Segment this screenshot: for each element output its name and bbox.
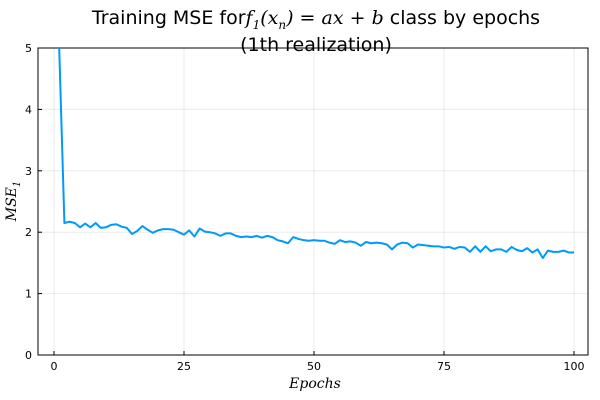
y-tick-label: 5 xyxy=(25,42,32,55)
y-tick-label: 0 xyxy=(25,349,32,362)
x-tick-label: 100 xyxy=(564,360,585,373)
y-axis-label: MSE1 xyxy=(4,181,23,223)
grid-lines xyxy=(38,47,588,356)
x-axis-label: Epochs xyxy=(288,376,341,392)
plot-frame xyxy=(37,47,589,356)
y-tick-label: 4 xyxy=(25,103,32,116)
x-axis-ticks: 0 25 50 75 100 xyxy=(51,351,585,373)
chart-title-line2: (1th realization) xyxy=(240,34,392,56)
y-tick-label: 1 xyxy=(25,288,32,301)
y-tick-label: 2 xyxy=(25,226,32,239)
chart-title-line1: Training MSE forf1(xn) = ax + b class by… xyxy=(91,7,540,32)
series-line-mse xyxy=(58,47,574,259)
y-axis-ticks: 0 1 2 3 4 5 xyxy=(25,42,42,362)
x-tick-label: 25 xyxy=(177,360,191,373)
series-points xyxy=(59,47,575,258)
x-tick-label: 75 xyxy=(437,360,451,373)
y-tick-label: 3 xyxy=(25,165,32,178)
x-tick-label: 50 xyxy=(307,360,321,373)
x-tick-label: 0 xyxy=(51,360,58,373)
